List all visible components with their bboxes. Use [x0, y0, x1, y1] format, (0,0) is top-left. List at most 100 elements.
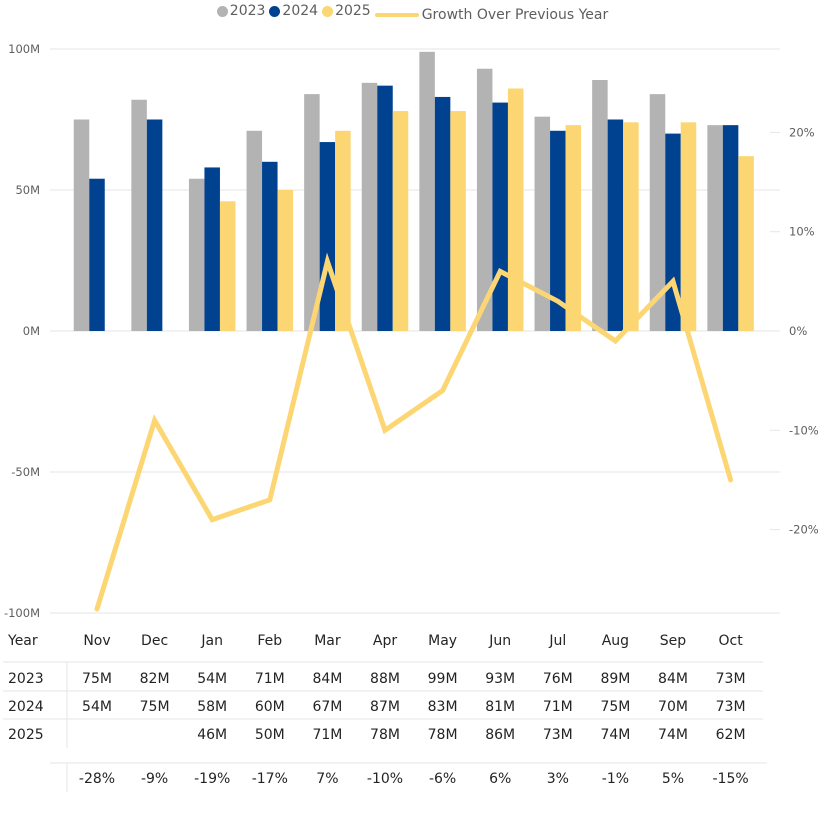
- table-header-month: Mar: [314, 633, 341, 649]
- right-axis-tick-label: 0%: [789, 324, 807, 338]
- bar-2023: [476, 68, 493, 332]
- data-table: Year Nov Dec Jan Feb Mar Apr May Jun Jul Aug Sep Oct…: [3, 633, 767, 792]
- bars: [73, 51, 754, 332]
- bar-group-feb: [246, 130, 294, 331]
- table-cell: 54M: [197, 671, 227, 687]
- bar-2023: [188, 178, 205, 331]
- bar-group-dec: [131, 99, 163, 331]
- table-header-month: Nov: [83, 633, 110, 649]
- bar-group-mar: [304, 94, 351, 332]
- table-cell: 87M: [370, 699, 400, 715]
- growth-line: [94, 252, 734, 612]
- table-row-label: 2025: [8, 727, 44, 743]
- table-growth-cell: 6%: [489, 771, 511, 787]
- bar-2024: [319, 142, 336, 331]
- legend-label: 2025: [335, 3, 371, 19]
- bar-group-nov: [73, 119, 105, 331]
- bar-2025: [738, 156, 754, 331]
- table-cell: 73M: [716, 671, 746, 687]
- bar-2023: [304, 94, 320, 332]
- bar-2024: [377, 85, 393, 331]
- table-header-year: Year: [7, 633, 38, 649]
- table-cell: 74M: [658, 727, 688, 743]
- right-axis-tick-label: 10%: [789, 225, 815, 239]
- bar-2024: [492, 102, 508, 331]
- table-row: 2023 75M 82M 54M 71M 84M 88M 99M 93M 76M 89M 84M 73M: [8, 671, 746, 687]
- bar-group-sep: [649, 94, 697, 332]
- bar-2024: [146, 119, 163, 331]
- table-row-label: 2024: [8, 699, 44, 715]
- table-cell: 50M: [255, 727, 285, 743]
- table-header-month: Aug: [602, 633, 629, 649]
- bar-2025: [450, 111, 466, 331]
- table-cell: 76M: [543, 671, 573, 687]
- legend-item[interactable]: Growth Over Previous Year: [374, 6, 609, 23]
- table-growth-cell: -10%: [367, 771, 403, 787]
- table-header-month: Apr: [373, 633, 397, 649]
- bar-2025: [219, 201, 236, 331]
- bar-2023: [534, 116, 551, 332]
- table-cell: 71M: [312, 727, 342, 743]
- legend-item[interactable]: 2024: [269, 3, 318, 19]
- bar-2023: [649, 94, 666, 332]
- table-cell: 62M: [716, 727, 746, 743]
- right-axis-tick-label: -20%: [789, 523, 819, 537]
- table-cell: 93M: [485, 671, 515, 687]
- table-cell: 71M: [255, 671, 285, 687]
- legend-item[interactable]: 2023: [216, 3, 266, 19]
- bar-2023: [73, 119, 90, 331]
- bar-2024: [262, 161, 278, 331]
- table-header-month: Oct: [718, 633, 743, 649]
- bar-2025: [335, 130, 351, 331]
- table-cell: 54M: [82, 699, 112, 715]
- legend-label: Growth Over Previous Year: [421, 6, 609, 23]
- table-header-month: May: [428, 633, 457, 649]
- bar-2025: [565, 125, 582, 331]
- bar-2024: [550, 130, 566, 331]
- bar-group-oct: [707, 125, 754, 331]
- bar-2024: [722, 125, 739, 331]
- table-cell: 78M: [428, 727, 458, 743]
- left-axis-tick-label: 100M: [8, 42, 40, 56]
- table-growth-cell: -19%: [194, 771, 230, 787]
- table-cell: 74M: [600, 727, 630, 743]
- table-cell: 75M: [82, 671, 112, 687]
- right-axis-tick-label: 20%: [789, 125, 815, 139]
- table-header-month: Jun: [488, 633, 511, 649]
- right-axis: 20% 10% 0% -10% -20%: [770, 125, 819, 537]
- bar-2023: [707, 125, 723, 331]
- table-cell: 70M: [658, 699, 688, 715]
- legend-dot-swatch: [216, 5, 228, 17]
- legend-label: 2023: [229, 3, 266, 19]
- table-growth-cell: 7%: [316, 771, 338, 787]
- table-cell: 99M: [428, 671, 458, 687]
- legend-item[interactable]: 2025: [322, 3, 371, 19]
- bar-2025: [680, 122, 697, 331]
- table-cell: 81M: [485, 699, 515, 715]
- bar-group-jul: [534, 116, 582, 332]
- table-cell: 73M: [716, 699, 746, 715]
- table-cell: 83M: [428, 699, 458, 715]
- bar-2025: [277, 190, 294, 331]
- table-cell: 67M: [312, 699, 342, 715]
- table-growth-cell: -28%: [79, 771, 115, 787]
- right-axis-tick-label: -10%: [789, 423, 819, 437]
- table-growth-cell: 5%: [662, 771, 684, 787]
- table-cell: 73M: [543, 727, 573, 743]
- bar-2024: [204, 167, 220, 331]
- table-cell: 89M: [600, 671, 630, 687]
- table-header-month: Dec: [141, 633, 168, 649]
- bar-2023: [419, 51, 435, 331]
- left-axis-tick-label: 50M: [15, 183, 40, 197]
- table-cell: 78M: [370, 727, 400, 743]
- legend-dot-swatch: [269, 5, 281, 17]
- bar-2024: [607, 119, 624, 331]
- table-header-month: Sep: [660, 633, 687, 649]
- table-cell: 46M: [197, 727, 227, 743]
- table-cell: 58M: [197, 699, 227, 715]
- table-cell: 88M: [370, 671, 400, 687]
- bar-2023: [361, 82, 378, 331]
- legend-label: 2024: [282, 3, 319, 19]
- bar-group-aug: [592, 80, 639, 332]
